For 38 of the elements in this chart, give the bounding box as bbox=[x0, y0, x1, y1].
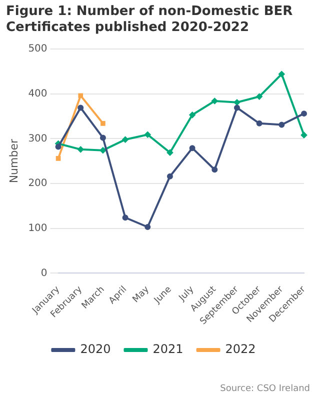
point bbox=[212, 166, 218, 173]
y-axis-title: Number bbox=[7, 138, 20, 184]
y-tick-label: 200 bbox=[28, 178, 48, 190]
point bbox=[122, 136, 128, 143]
point bbox=[144, 132, 151, 138]
y-tick-label: 400 bbox=[28, 88, 48, 100]
source-note: Source: CSO Ireland bbox=[220, 384, 310, 394]
point bbox=[56, 156, 61, 161]
y-tick-label: 300 bbox=[28, 133, 48, 144]
point bbox=[100, 147, 106, 154]
chart-title: Figure 1: Number of non-Domestic BER Certificates published 2020-2022 bbox=[6, 4, 294, 36]
point bbox=[234, 104, 240, 111]
y-tick-label: 0 bbox=[40, 268, 48, 279]
point bbox=[122, 214, 128, 221]
point bbox=[278, 71, 285, 78]
point bbox=[234, 99, 240, 106]
point bbox=[278, 122, 285, 128]
point bbox=[189, 145, 196, 152]
point bbox=[256, 94, 262, 100]
point bbox=[100, 121, 106, 126]
legend-label: 2022 bbox=[225, 342, 256, 356]
point bbox=[189, 112, 196, 118]
point bbox=[212, 98, 218, 104]
y-tick-label: 100 bbox=[28, 222, 48, 234]
legend-label: 2020 bbox=[80, 342, 111, 356]
point bbox=[55, 144, 62, 150]
point bbox=[166, 150, 173, 156]
point bbox=[144, 224, 151, 230]
point bbox=[301, 110, 307, 117]
point bbox=[301, 132, 307, 138]
point bbox=[78, 146, 84, 152]
legend-label: 2021 bbox=[152, 342, 184, 356]
point bbox=[256, 120, 262, 126]
point bbox=[166, 173, 173, 180]
point bbox=[100, 134, 106, 141]
point bbox=[78, 104, 84, 111]
y-tick-label: 500 bbox=[28, 44, 48, 55]
point bbox=[78, 93, 84, 98]
